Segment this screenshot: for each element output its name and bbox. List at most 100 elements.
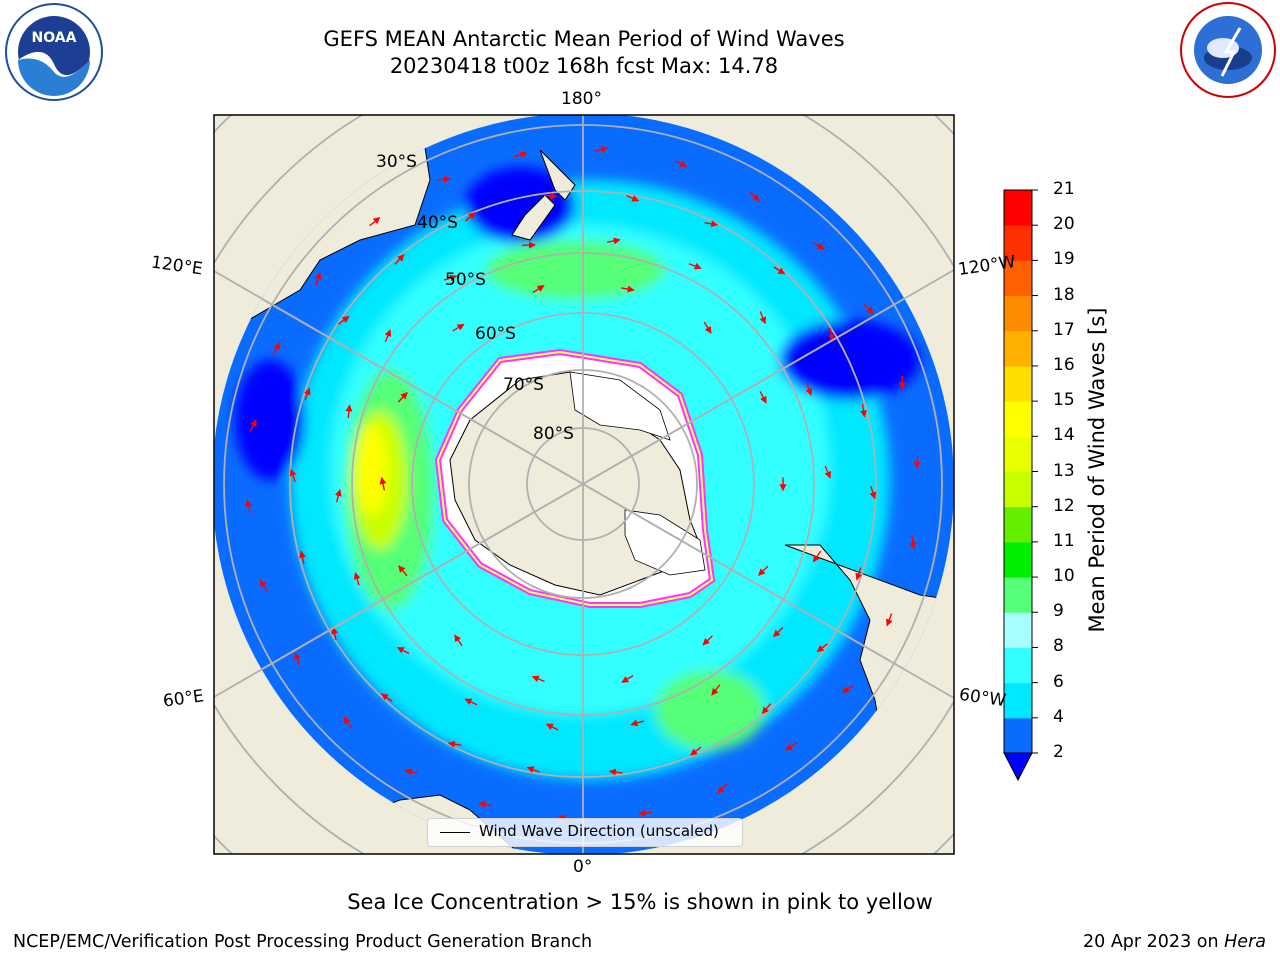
colorbar-label: Mean Period of Wind Waves [s] [1085,307,1109,633]
colorbar-tick-label: 6 [1053,671,1064,692]
ross-ice-shelf [569,371,671,441]
colorbar-tick-label: 8 [1053,636,1064,657]
wave-direction-arrow [249,419,257,432]
colorbar-segment [1004,365,1032,402]
land-nz-north [539,149,576,201]
wave-direction-arrow [855,567,863,581]
wave-direction-arrow [607,237,621,245]
wave-direction-arrow [398,565,408,577]
colorbar-tick-label: 14 [1053,425,1075,446]
wave-direction-arrow [384,329,392,343]
wave-direction-arrow [759,311,767,325]
low-period-patch-e [780,320,920,400]
colorbar-tick-label: 12 [1053,495,1075,516]
noaa-logo: NOAA [4,2,104,102]
colorbar-segment [1004,225,1032,261]
wave-direction-arrow [526,766,540,773]
wave-direction-arrow [453,634,463,647]
wave-direction-arrow [543,192,558,200]
wave-direction-arrow [532,284,545,294]
lat-label-70s: 70°S [503,375,544,395]
wave-direction-arrow [702,635,713,646]
wave-direction-arrow [379,476,387,491]
wave-direction-arrow [704,220,719,228]
wave-direction-arrow [464,212,476,222]
lat-label-80s: 80°S [533,424,574,444]
wave-direction-arrow [452,323,465,332]
colorbar-tick-label: 17 [1053,319,1075,340]
colorbar-tick-label: 20 [1053,214,1075,235]
colorbar-segment [1004,612,1032,648]
wave-direction-arrow [913,455,921,469]
wave-direction-arrow [828,327,835,342]
wave-direction-arrow [688,262,702,270]
colorbar-tick-label: 16 [1053,354,1075,375]
wave-direction-arrow [812,241,825,250]
wave-direction-arrow [869,485,877,500]
wave-direction-arrow [334,489,342,503]
footer-org: NCEP/EMC/Verification Post Processing Pr… [13,932,593,952]
wave-direction-arrow [860,403,867,418]
lat-label-40s: 40°S [417,213,458,233]
colorbar-segment [1004,436,1032,472]
wave-direction-arrow [608,768,623,776]
land-nz-south [511,194,556,241]
wave-direction-arrow [749,190,760,202]
colorbar-tick-label: 10 [1053,566,1075,587]
wave-direction-arrow [621,674,634,683]
wave-direction-arrow [259,579,268,592]
wave-direction-arrow [245,499,253,513]
colorbar-segment [1004,682,1032,719]
outer-gridlines [214,115,954,854]
chart-subtitle: 20230418 t00z 168h fcst Max: 14.78 [389,54,779,78]
wave-direction-arrow [437,175,451,183]
wave-direction-arrow [380,693,393,702]
wave-direction-arrow [816,643,828,653]
colorbar-segment [1004,190,1032,226]
wave-direction-arrow [758,565,769,576]
legend-label: Wind Wave Direction (unscaled) [479,822,719,840]
wave-direction-arrow [759,391,767,404]
wave-direction-arrow [841,684,854,694]
wave-direction-arrow [531,675,545,683]
wave-direction-arrow [805,382,813,396]
colorbar-segment [1004,330,1032,367]
wave-direction-arrow [630,719,644,727]
nws-logo [1178,0,1278,100]
weddell-ice-shelf [624,509,706,576]
wave-direction-arrow [594,146,609,153]
svg-text:NOAA: NOAA [32,30,77,46]
colorbar-extend-min [1003,752,1033,782]
wave-direction-arrow [272,342,281,355]
wave-direction-arrow [396,646,410,655]
colorbar-segment [1004,260,1032,297]
low-period-patch-nz [465,167,575,243]
lat-label-60s: 60°S [475,324,516,344]
wave-direction-arrow [885,613,893,627]
wave-direction-arrow [397,391,408,403]
wave-direction-arrow [353,572,361,586]
wave-direction-arrow [464,698,478,706]
colorbar-segment [1004,471,1032,508]
wave-direction-arrow [785,742,797,751]
wave-direction-arrow [812,550,822,563]
colorbar-tick-label: 18 [1053,284,1075,305]
colorbar-segment [1004,401,1032,437]
colorbar-segment [1004,647,1032,684]
wave-direction-arrow [674,160,688,168]
wave-direction-arrow [289,468,297,483]
wave-direction-arrow [478,800,492,808]
wave-direction-arrow [909,535,917,550]
colorbar-tick-label: 13 [1053,460,1075,481]
wave-direction-arrow [343,716,352,729]
wave-direction-arrow [690,746,702,756]
colorbar-segment [1004,717,1032,754]
legend-line [440,832,470,833]
wave-direction-arrow [299,550,306,565]
wave-direction-arrow [717,783,728,794]
colorbar-tick-label: 21 [1053,179,1075,199]
wave-direction-arrow [626,194,640,202]
colorbar-tick-label: 2 [1053,742,1064,762]
wave-direction-arrow [293,652,301,666]
